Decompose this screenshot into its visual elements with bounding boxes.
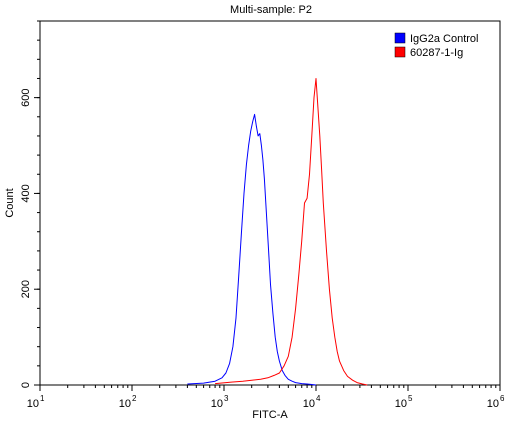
y-tick-label: 400 [20,184,32,202]
legend-label: 60287-1-Ig [410,47,463,59]
x-tick-label-exponent: 6 [500,394,505,403]
y-tick-label: 600 [20,88,32,106]
y-axis: 0 200 400 600 [20,20,40,388]
x-axis-label: FITC-A [252,409,288,421]
x-tick-label-exponent: 4 [316,394,321,403]
x-tick-label: 10 [395,398,407,410]
x-tick-label: 10 [211,398,223,410]
series-line-1 [187,113,317,386]
x-tick-label: 10 [303,398,315,410]
y-tick-label: 0 [20,382,32,388]
legend-swatch [394,32,406,44]
plot-frame [39,20,501,386]
x-tick-label-exponent: 3 [224,394,229,403]
series-layer [187,78,368,386]
x-tick-label-exponent: 5 [408,394,413,403]
series-line-2 [215,78,368,386]
x-tick-label: 10 [119,398,131,410]
legend: IgG2a Control 60287-1-Ig [394,32,478,59]
x-axis: 10 1 10 2 10 3 10 4 10 5 10 6 [27,385,505,410]
x-tick-label: 10 [27,398,39,410]
x-tick-label-exponent: 1 [40,394,45,403]
y-tick-label: 200 [20,280,32,298]
legend-swatch [394,46,406,58]
x-tick-label: 10 [487,398,499,410]
y-axis-label: Count [4,188,16,217]
x-tick-label-exponent: 2 [132,394,137,403]
chart-title: Multi-sample: P2 [230,4,312,16]
legend-label: IgG2a Control [410,33,478,45]
